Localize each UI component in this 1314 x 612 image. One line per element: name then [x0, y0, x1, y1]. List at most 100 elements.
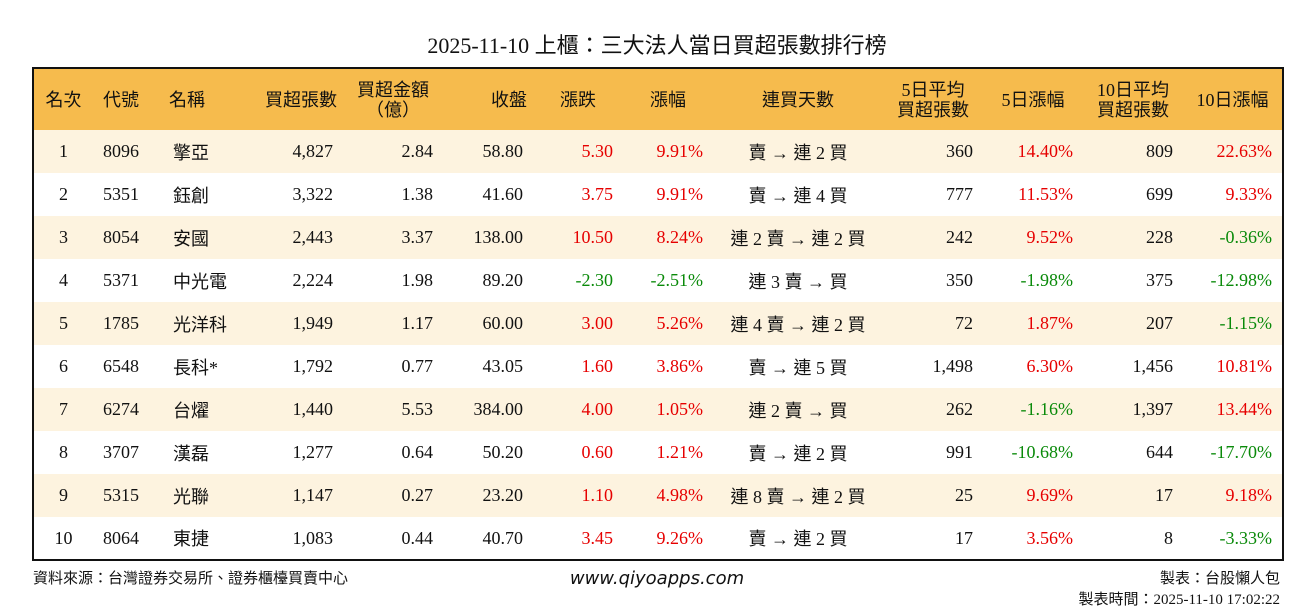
header-line: 漲幅: [650, 89, 686, 110]
cell: 7: [59, 399, 68, 419]
cell: -1.16%: [1020, 399, 1074, 419]
cell: 3: [59, 227, 68, 247]
cell: -1.98%: [1020, 270, 1074, 290]
column-header: 名次: [33, 68, 93, 130]
cell: 擎亞: [173, 142, 209, 163]
cell: 50.20: [482, 442, 524, 462]
cell: 14.40%: [1017, 141, 1074, 161]
cell: 25: [955, 485, 973, 505]
header-line: 5日平均: [901, 79, 965, 100]
cell: 8: [59, 442, 68, 462]
cell: 1.38: [401, 184, 434, 204]
cell: 9.18%: [1225, 485, 1273, 505]
header-line: 買超金額: [357, 79, 429, 100]
cell: 賣 → 連 2 買: [748, 142, 848, 163]
maker: 製表：台股懶人包: [1159, 571, 1280, 587]
cell: 0.60: [581, 442, 614, 462]
cell: -0.36%: [1219, 227, 1273, 247]
cell: -12.98%: [1210, 270, 1273, 290]
cell: 賣 → 連 2 買: [748, 443, 848, 464]
table-row: 6 6548 長科* 1,792 0.77 43.05 1.60 3.86% 賣 → 連 5 買…: [33, 345, 1283, 388]
cell: 9.91%: [656, 141, 704, 161]
cell: -10.68%: [1011, 442, 1074, 462]
cell: 連 2 賣 → 買: [748, 400, 848, 421]
cell: 3.37: [401, 227, 434, 247]
table-row: 10 8064 東捷 1,083 0.44 40.70 3.45 9.26% 賣 → 連 2 買…: [33, 517, 1283, 560]
cell: 東捷: [173, 529, 209, 549]
cell: 262: [946, 399, 973, 419]
cell: 60.00: [482, 313, 524, 333]
cell: 809: [1146, 141, 1173, 161]
cell: 8064: [103, 527, 139, 548]
cell: -2.51%: [650, 270, 704, 290]
header-line: 名稱: [169, 89, 205, 110]
cell: 40.70: [482, 527, 524, 548]
cell: 5.30: [581, 141, 614, 161]
cell: 58.80: [482, 141, 524, 161]
cell: 長科*: [173, 357, 218, 378]
cell: 1,456: [1132, 356, 1174, 376]
cell: 台燿: [173, 400, 209, 421]
header-line: 買超張數: [265, 89, 337, 110]
cell: 1: [59, 141, 68, 161]
cell: -2.30: [575, 270, 614, 290]
cell: 72: [955, 313, 973, 333]
table-header: 名次 代號 名稱 買超張數 買超金額 （億） 收盤 漲跌 漲幅 連買天數 5日平均 買超張數 5日漲幅 1…: [33, 68, 1283, 130]
cell: -17.70%: [1210, 442, 1273, 462]
cell: 1.17: [401, 313, 434, 333]
column-header: 連買天數: [713, 68, 883, 130]
cell: 10.81%: [1216, 356, 1273, 376]
cell: 1785: [103, 313, 139, 333]
cell: 5371: [103, 270, 139, 290]
header-line: 10日漲幅: [1196, 89, 1269, 110]
cell: 9.52%: [1026, 227, 1074, 247]
cell: 5: [59, 313, 68, 333]
header-line: 收盤: [491, 89, 527, 110]
header-line: 名次: [45, 89, 82, 110]
cell: 6: [59, 356, 68, 376]
cell: 228: [1146, 227, 1173, 247]
header-line: （億）: [366, 99, 420, 120]
cell: 242: [946, 227, 973, 247]
cell: 1,397: [1132, 399, 1174, 419]
column-header: 10日漲幅: [1183, 68, 1283, 130]
cell: 8: [1164, 527, 1173, 548]
cell: 0.27: [401, 485, 434, 505]
cell: 350: [946, 270, 973, 290]
cell: 4,827: [292, 141, 334, 161]
cell: 644: [1146, 442, 1173, 462]
cell: 1,792: [292, 356, 334, 376]
cell: 賣 → 連 5 買: [748, 357, 848, 378]
header-line: 漲跌: [560, 89, 596, 110]
column-header: 漲幅: [623, 68, 713, 130]
cell: 207: [1146, 313, 1173, 333]
header-line: 10日平均: [1097, 79, 1169, 100]
cell: 連 3 賣 → 買: [748, 271, 848, 292]
cell: 2.84: [401, 141, 434, 161]
cell: 13.44%: [1216, 399, 1273, 419]
cell: 3,322: [292, 184, 334, 204]
cell: 1.98: [401, 270, 434, 290]
column-header: 名稱: [163, 68, 243, 130]
cell: 41.60: [482, 184, 524, 204]
table-row: 7 6274 台燿 1,440 5.53 384.00 4.00 1.05% 連 2 賣 → 買…: [33, 388, 1283, 431]
cell: 3.75: [581, 184, 614, 204]
cell: 6274: [103, 399, 139, 419]
column-header: 5日平均 買超張數: [883, 68, 983, 130]
header-line: 買超張數: [897, 99, 969, 120]
cell: 4.98%: [656, 485, 704, 505]
cell: 8054: [103, 227, 139, 247]
cell: 1.87%: [1026, 313, 1074, 333]
cell: 3.45: [581, 527, 614, 548]
cell: 中光電: [173, 271, 227, 292]
cell: 43.05: [482, 356, 524, 376]
cell: 1,440: [292, 399, 334, 419]
column-header: 收盤: [443, 68, 533, 130]
cell: 384.00: [473, 399, 524, 419]
cell: 1.05%: [656, 399, 704, 419]
cell: 9.69%: [1026, 485, 1074, 505]
cell: -1.15%: [1219, 313, 1273, 333]
cell: 5.53: [401, 399, 434, 419]
table-row: 2 5351 鈺創 3,322 1.38 41.60 3.75 9.91% 賣 → 連 4 買 7…: [33, 173, 1283, 216]
cell: 賣 → 連 2 買: [748, 529, 848, 549]
